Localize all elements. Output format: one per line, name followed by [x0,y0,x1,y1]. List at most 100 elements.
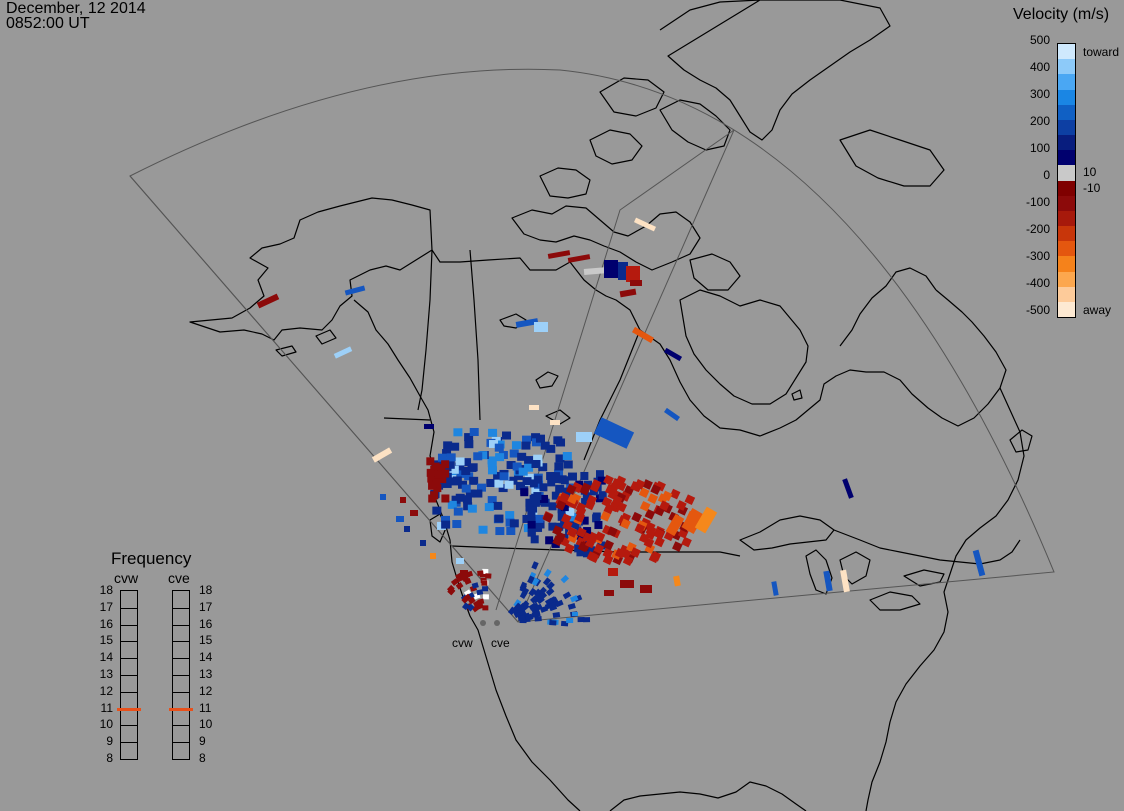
frequency-gridline [121,742,137,744]
velocity-cell [530,535,539,544]
velocity-cell [464,440,474,449]
velocity-cell [467,596,476,605]
velocity-cell [558,492,570,503]
colorbar-segment [1058,256,1075,273]
velocity-cell [538,586,547,596]
velocity-cell [631,326,655,344]
velocity-cell [540,441,550,450]
velocity-cell [420,540,426,546]
velocity-cell [517,452,527,461]
velocity-cell [556,438,566,447]
velocity-cell [522,514,532,523]
velocity-cell [562,519,573,531]
velocity-cell [562,591,572,600]
velocity-cell [517,614,526,622]
velocity-cell [469,428,479,437]
velocity-cell [440,515,450,524]
velocity-cell [669,488,681,500]
frequency-gridline [121,691,137,693]
velocity-cell [567,603,576,610]
radar-site-cve-marker [494,620,500,626]
velocity-cell [522,435,532,444]
velocity-cell [534,322,548,332]
velocity-cell [580,482,592,494]
colorbar-segment [1058,180,1075,197]
velocity-cell [555,599,564,608]
velocity-cell [495,453,505,462]
velocity-cell [560,513,572,524]
frequency-gridline [121,658,137,660]
velocity-cell [446,584,455,593]
velocity-cell [513,599,522,608]
velocity-cell [450,578,459,586]
velocity-cell [626,266,640,282]
frequency-level-label: 13 [199,667,213,681]
frequency-level-label: 9 [106,734,113,749]
colorbar-segment [1058,301,1075,317]
velocity-cell [565,507,575,516]
velocity-cell [495,527,505,536]
velocity-cell [504,480,514,489]
velocity-cell [455,457,465,466]
velocity-cell [534,480,544,489]
velocity-cell [486,478,496,487]
velocity-cell [602,547,614,559]
velocity-cell [681,536,692,548]
colorbar-small-label-neg10: -10 [1083,181,1101,195]
velocity-cell [528,587,537,597]
velocity-cell [522,477,532,486]
velocity-cell [529,405,539,410]
velocity-cell [543,568,552,578]
velocity-cell [588,552,600,563]
velocity-cell [840,569,850,593]
velocity-cell [518,467,528,476]
velocity-cell [443,441,453,450]
velocity-cell [380,494,386,500]
velocity-cell [450,442,460,451]
velocity-cell [620,518,631,530]
velocity-cell [560,574,570,584]
colorbar-tick-label: 400 [1029,60,1050,74]
velocity-cell [534,616,542,622]
frequency-level-label: 8 [106,751,113,765]
velocity-cell [464,472,474,481]
colorbar-segment [1058,271,1075,288]
velocity-cell [489,440,499,449]
velocity-cell [442,449,452,458]
velocity-cell [527,509,536,518]
colorbar-segment [1058,195,1075,212]
velocity-cell [555,531,566,543]
velocity-cell [582,549,591,558]
velocity-cell [600,510,611,522]
velocity-cell [464,433,474,442]
velocity-cell [487,459,497,468]
velocity-cell [400,497,406,503]
velocity-cell [550,472,560,481]
velocity-cell [644,521,656,533]
colorbar-title: Velocity (m/s) [1013,6,1110,23]
velocity-cell [539,483,548,492]
velocity-cell [644,508,656,520]
velocity-cell [597,476,606,485]
velocity-cell [607,526,618,537]
velocity-cell [517,605,526,614]
velocity-cell [639,501,651,512]
velocity-cell [547,478,556,487]
velocity-cell [454,462,464,471]
frequency-bar [169,590,193,760]
colorbar-segment [1058,150,1075,167]
velocity-cell [647,493,659,504]
velocity-cell [452,476,462,485]
velocity-cell [650,484,661,495]
velocity-cell [515,482,525,491]
velocity-cell [534,603,543,612]
velocity-cell [441,460,450,469]
velocity-cell [441,469,450,478]
velocity-cell [630,280,642,286]
velocity-cell [546,444,556,453]
frequency-level-label: 17 [99,599,113,614]
frequency-gridline [121,641,137,643]
velocity-cell [673,575,681,587]
frequency-level-label: 8 [199,751,206,765]
velocity-cell [614,547,626,559]
